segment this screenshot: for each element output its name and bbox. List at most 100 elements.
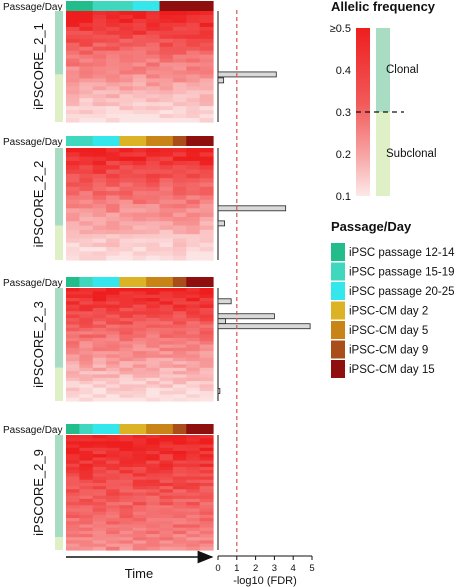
passage-swatch	[331, 282, 345, 300]
heatmap-cell	[119, 225, 134, 231]
heatmap-cell	[146, 58, 161, 64]
heatmap-cell	[199, 86, 214, 91]
heatmap-cell	[132, 527, 147, 532]
heatmap-cell	[159, 394, 174, 399]
heatmap-cell	[66, 62, 80, 68]
heatmap-cell	[132, 371, 147, 376]
heatmap-cell	[172, 191, 187, 196]
heatmap-cell	[172, 334, 187, 339]
heatmap-cell	[146, 66, 161, 72]
heatmap-cell	[132, 169, 147, 175]
heatmap-cell	[146, 357, 161, 362]
heatmap-cell	[92, 486, 107, 490]
heatmap-cell	[119, 148, 134, 153]
heatmap-cell	[146, 288, 161, 292]
heatmap-cell	[119, 473, 134, 478]
heatmap-cell	[186, 229, 201, 235]
heatmap-cell	[172, 502, 187, 506]
heatmap-cell	[106, 492, 121, 497]
heatmap-cell	[79, 34, 94, 40]
heatmap-cell	[146, 50, 161, 56]
heatmap-cell	[146, 255, 161, 261]
heatmap-cell	[159, 54, 174, 60]
heatmap-cell	[199, 457, 214, 462]
heatmap-cell	[79, 178, 94, 184]
heatmap-cell	[92, 242, 107, 248]
heatmap-cell	[146, 294, 161, 299]
heatmap-cell	[159, 78, 174, 83]
heatmap-cell	[119, 331, 134, 336]
heatmap-cell	[186, 527, 201, 532]
heatmap-cell	[79, 94, 94, 99]
heatmap-cell	[119, 361, 134, 366]
heatmap-cell	[159, 444, 174, 449]
track-cell	[79, 424, 94, 434]
heatmap-cell	[159, 229, 174, 235]
track-cell	[106, 1, 121, 11]
panel-label: iPSCORE_2_9	[31, 449, 46, 536]
heatmap-cell	[186, 524, 201, 529]
heatmap-cell	[146, 195, 161, 201]
heatmap-cell	[132, 118, 147, 123]
heatmap-cell	[186, 537, 201, 542]
heatmap-cell	[79, 204, 94, 209]
heatmap-cell	[79, 301, 94, 306]
heatmap-cell	[132, 447, 147, 452]
heatmap-cell	[66, 118, 80, 123]
heatmap-cell	[159, 199, 174, 205]
heatmap-cell	[172, 466, 187, 471]
heatmap-cell	[66, 508, 80, 513]
heatmap-cell	[92, 505, 107, 510]
heatmap-cell	[146, 106, 161, 111]
heatmap-cell	[159, 521, 174, 526]
heatmap-cell	[172, 42, 187, 48]
heatmap-cell	[132, 441, 147, 446]
heatmap-cell	[132, 463, 147, 468]
heatmap-cell	[132, 238, 147, 244]
heatmap-cell	[119, 441, 134, 446]
heatmap-cell	[186, 314, 201, 319]
fdr-bar	[217, 71, 277, 78]
passage-label: iPSC passage 12-14	[349, 247, 455, 259]
heatmap-cell	[66, 361, 80, 366]
heatmap-cell	[79, 169, 94, 175]
heatmap-cell	[186, 397, 201, 402]
heatmap-cell	[186, 22, 201, 28]
heatmap-cell	[79, 351, 94, 356]
heatmap-cell	[159, 225, 174, 231]
heatmap-cell	[92, 11, 107, 16]
heatmap-cell	[186, 152, 201, 158]
heatmap-cell	[159, 357, 174, 362]
heatmap-cell	[186, 288, 201, 292]
fdr-bar	[217, 388, 221, 394]
heatmap-cell	[119, 344, 134, 349]
heatmap-cell	[106, 530, 121, 535]
heatmap-cell	[119, 387, 134, 392]
heatmap-cell	[172, 438, 187, 442]
heatmap-cell	[172, 234, 187, 240]
heatmap-cell	[79, 98, 94, 103]
heatmap-cell	[119, 90, 134, 95]
heatmap-cell	[79, 297, 94, 302]
heatmap-cell	[159, 381, 174, 385]
heatmap-cell	[66, 364, 80, 369]
heatmap-cell	[66, 524, 80, 529]
track-cell	[159, 424, 174, 434]
heatmap-cell	[186, 160, 201, 166]
heatmap-cell	[92, 546, 107, 551]
heatmap-cell	[172, 294, 187, 299]
heatmap-cell	[159, 337, 174, 342]
heatmap-cell	[146, 169, 161, 175]
heatmap-cell	[199, 489, 214, 494]
heatmap-cell	[159, 457, 174, 462]
track-cell	[199, 277, 214, 287]
heatmap-cell	[132, 54, 147, 60]
heatmap-cell	[119, 334, 134, 339]
heatmap-cell	[159, 102, 174, 107]
heatmap-cell	[199, 22, 214, 28]
heatmap-cell	[199, 247, 214, 252]
heatmap-cell	[92, 229, 107, 235]
heatmap-cell	[66, 148, 80, 153]
heatmap-cell	[159, 165, 174, 171]
heatmap-cell	[106, 70, 121, 76]
